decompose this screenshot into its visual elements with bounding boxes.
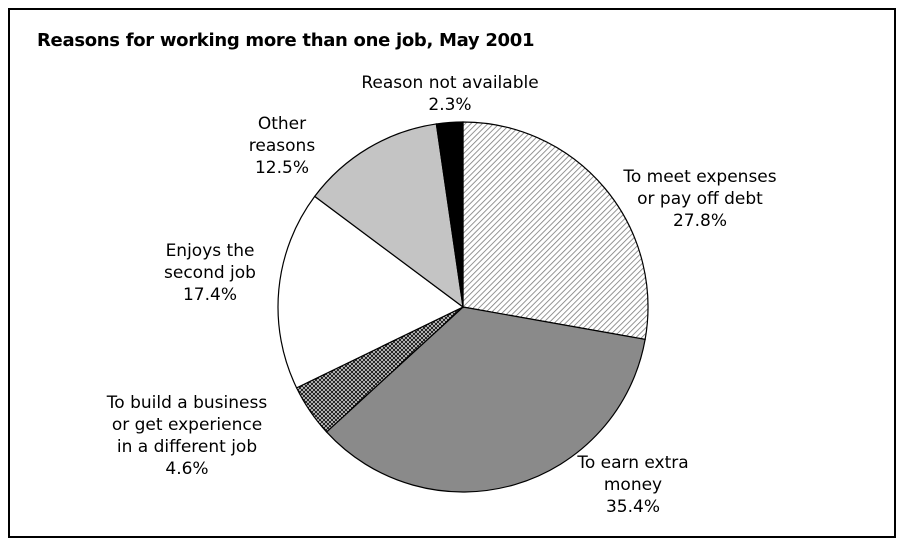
- slice-label: Other reasons 12.5%: [249, 114, 316, 178]
- pie-slice: [313, 123, 464, 309]
- slice-label: Reason not available 2.3%: [361, 73, 538, 115]
- pie-slice: [277, 195, 465, 389]
- slice-label: To earn extra money 35.4%: [576, 453, 688, 517]
- slice-label: Enjoys the second job 17.4%: [164, 241, 256, 305]
- chart-title: Reasons for working more than one job, M…: [37, 30, 535, 51]
- pie-slice: [462, 121, 649, 341]
- slice-label: To build a business or get experience in a…: [106, 393, 268, 479]
- pie-slice: [435, 121, 464, 308]
- slice-label: To meet expenses or pay off debt 27.8%: [622, 167, 776, 231]
- pie-chart: To meet expenses or pay off debt 27.8% To e…: [106, 73, 777, 517]
- pie-slice: [325, 306, 646, 493]
